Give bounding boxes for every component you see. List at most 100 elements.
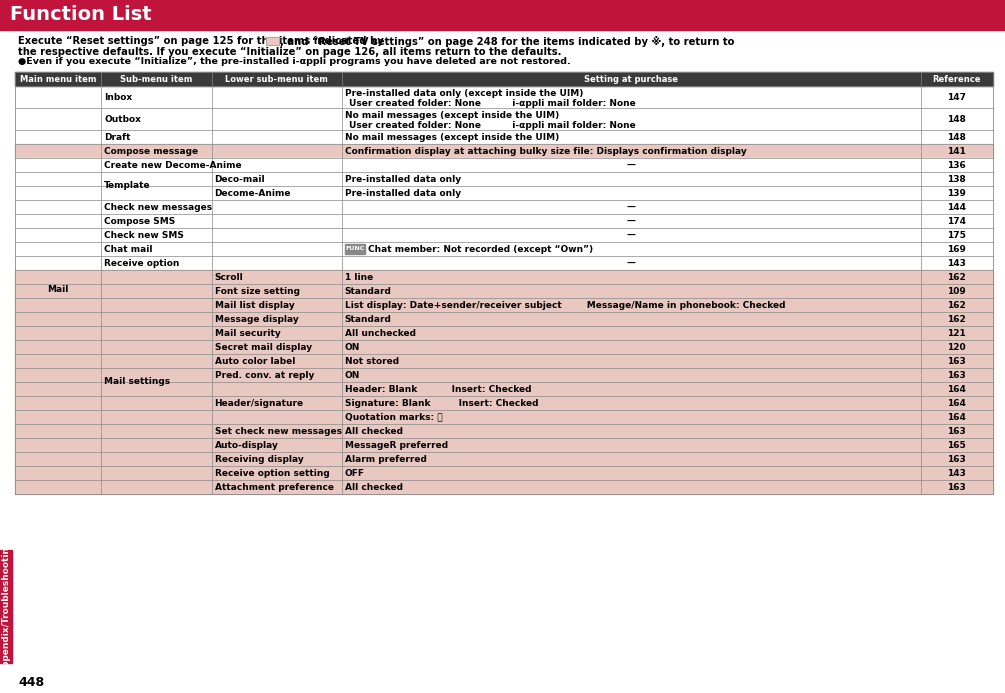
- Text: —: —: [627, 202, 635, 211]
- Text: —: —: [627, 258, 635, 267]
- Text: Header: Blank           Insert: Checked: Header: Blank Insert: Checked: [345, 385, 532, 394]
- Bar: [15, 382, 993, 396]
- Text: Compose message: Compose message: [105, 146, 198, 155]
- Text: List display: Date+sender/receiver subject        Message/Name in phonebook: Che: List display: Date+sender/receiver subje…: [345, 301, 785, 310]
- Text: All checked: All checked: [345, 426, 403, 435]
- Text: No mail messages (except inside the UIM): No mail messages (except inside the UIM): [345, 132, 559, 141]
- Text: 163: 163: [948, 455, 966, 464]
- Text: 164: 164: [948, 385, 966, 394]
- Bar: [15, 108, 993, 130]
- Bar: [15, 326, 993, 340]
- Text: Confirmation display at attaching bulky size file: Displays confirmation display: Confirmation display at attaching bulky …: [345, 146, 747, 155]
- Text: Alarm preferred: Alarm preferred: [345, 455, 426, 464]
- Text: All checked: All checked: [345, 482, 403, 491]
- Text: Attachment preference: Attachment preference: [215, 482, 334, 491]
- Text: User created folder: None          i-αppli mail folder: None: User created folder: None i-αppli mail f…: [349, 121, 635, 130]
- Text: User created folder: None          i-αppli mail folder: None: User created folder: None i-αppli mail f…: [349, 99, 635, 108]
- Text: Execute “Reset settings” on page 125 for the items indicated by: Execute “Reset settings” on page 125 for…: [18, 36, 387, 46]
- Bar: [15, 228, 993, 242]
- Bar: [15, 410, 993, 424]
- Text: 163: 163: [948, 356, 966, 365]
- Bar: [15, 72, 993, 86]
- Text: Header/signature: Header/signature: [215, 398, 304, 407]
- Text: All unchecked: All unchecked: [345, 328, 416, 337]
- Text: Reference: Reference: [933, 75, 981, 83]
- Bar: [15, 368, 993, 382]
- Text: 163: 163: [948, 371, 966, 380]
- Bar: [266, 37, 279, 45]
- Text: 121: 121: [948, 328, 966, 337]
- Text: 143: 143: [948, 468, 966, 477]
- Bar: [15, 284, 993, 298]
- Text: 109: 109: [948, 286, 966, 295]
- Text: 163: 163: [948, 482, 966, 491]
- Text: 164: 164: [948, 412, 966, 421]
- Bar: [15, 424, 993, 438]
- Text: 175: 175: [948, 231, 966, 240]
- Text: ON: ON: [345, 342, 360, 351]
- Text: Create new Decome-Anime: Create new Decome-Anime: [105, 161, 241, 170]
- Text: 1 line: 1 line: [345, 272, 373, 281]
- Text: Font size setting: Font size setting: [215, 286, 299, 295]
- Bar: [15, 452, 993, 466]
- Text: Function List: Function List: [10, 6, 152, 24]
- Bar: [15, 158, 993, 172]
- Text: —: —: [627, 216, 635, 225]
- Text: Receive option: Receive option: [105, 258, 180, 267]
- Bar: [15, 172, 993, 186]
- Text: 120: 120: [948, 342, 966, 351]
- Text: Lower sub-menu item: Lower sub-menu item: [225, 75, 328, 83]
- Text: Receiving display: Receiving display: [215, 455, 304, 464]
- Text: —: —: [627, 231, 635, 240]
- Text: Signature: Blank         Insert: Checked: Signature: Blank Insert: Checked: [345, 398, 538, 407]
- Text: Set check new messages: Set check new messages: [215, 426, 342, 435]
- Bar: [15, 214, 993, 228]
- Text: Main menu item: Main menu item: [20, 75, 96, 83]
- Text: the respective defaults. If you execute “Initialize” on page 126, all items retu: the respective defaults. If you execute …: [18, 47, 562, 57]
- Bar: [0, 550, 12, 663]
- Text: 162: 162: [948, 301, 966, 310]
- Bar: [15, 242, 993, 256]
- Bar: [15, 130, 993, 144]
- Text: 148: 148: [948, 114, 966, 123]
- Text: —: —: [627, 161, 635, 170]
- Text: MessageR preferred: MessageR preferred: [345, 441, 448, 450]
- Text: Appendix/Troubleshooting: Appendix/Troubleshooting: [1, 540, 10, 673]
- Text: 162: 162: [948, 272, 966, 281]
- Text: 144: 144: [948, 202, 967, 211]
- Text: 143: 143: [948, 258, 966, 267]
- Text: Quotation marks: 》: Quotation marks: 》: [345, 412, 442, 421]
- Text: Check new messages: Check new messages: [105, 202, 212, 211]
- Text: Draft: Draft: [105, 132, 131, 141]
- Text: Chat mail: Chat mail: [105, 245, 153, 254]
- Text: Auto-display: Auto-display: [215, 441, 278, 450]
- Bar: [15, 86, 993, 108]
- Text: Template: Template: [105, 182, 151, 191]
- Bar: [15, 200, 993, 214]
- Text: ●Even if you execute “Initialize”, the pre-installed i-αppli programs you have d: ●Even if you execute “Initialize”, the p…: [18, 57, 571, 66]
- Bar: [15, 396, 993, 410]
- Text: Standard: Standard: [345, 286, 392, 295]
- Text: Sub-menu item: Sub-menu item: [121, 75, 193, 83]
- Text: Scroll: Scroll: [215, 272, 243, 281]
- Text: 448: 448: [18, 676, 44, 690]
- Text: 136: 136: [948, 161, 966, 170]
- Text: 163: 163: [948, 426, 966, 435]
- Text: ON: ON: [345, 371, 360, 380]
- Text: Compose SMS: Compose SMS: [105, 216, 175, 225]
- Text: 174: 174: [948, 216, 967, 225]
- Text: Pre-installed data only: Pre-installed data only: [345, 188, 460, 198]
- Text: Mail list display: Mail list display: [215, 301, 294, 310]
- Text: 165: 165: [948, 441, 966, 450]
- Text: Mail: Mail: [47, 286, 68, 295]
- Text: Decome-Anime: Decome-Anime: [215, 188, 291, 198]
- Text: 148: 148: [948, 132, 966, 141]
- Bar: [15, 144, 993, 158]
- Text: Pre-installed data only: Pre-installed data only: [345, 175, 460, 184]
- Bar: [345, 244, 365, 254]
- Text: Receive option setting: Receive option setting: [215, 468, 330, 477]
- Bar: [15, 354, 993, 368]
- Bar: [15, 270, 993, 284]
- Text: Inbox: Inbox: [105, 92, 133, 101]
- Bar: [15, 340, 993, 354]
